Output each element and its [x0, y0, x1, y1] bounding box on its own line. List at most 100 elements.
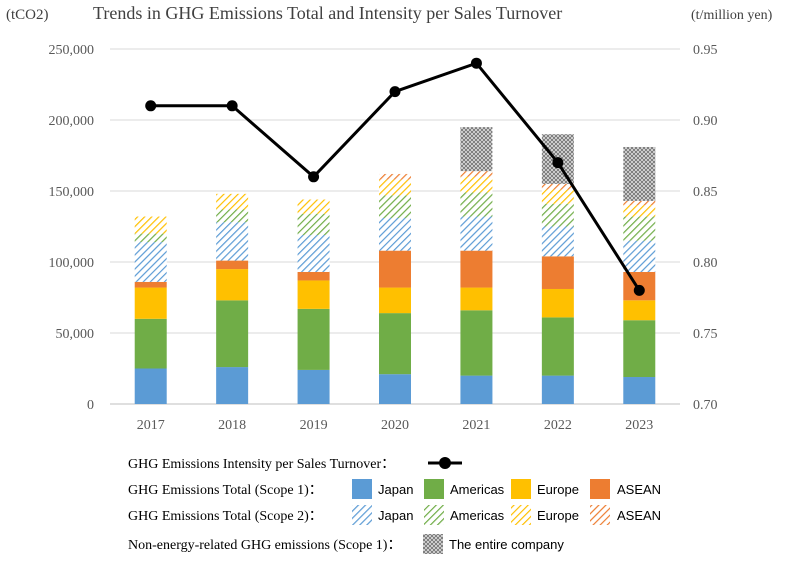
chart-title: Trends in GHG Emissions Total and Intens… — [93, 3, 562, 23]
bar-scope2-americas-2022 — [541, 203, 574, 227]
bar-scope2-japan-2018 — [216, 222, 249, 261]
bar-scope1-americas-2020 — [379, 313, 411, 375]
bar-scope1-japan-2019 — [297, 369, 330, 404]
x-tick-label: 2023 — [625, 418, 653, 433]
legend-item-label: ASEAN — [617, 508, 661, 523]
bar-scope1-europe-2023 — [623, 300, 656, 321]
legend-item-label: Europe — [537, 482, 579, 497]
right-tick-label: 0.70 — [693, 398, 718, 413]
bar-scope2-asean-2021 — [460, 171, 493, 177]
x-tick-label: 2019 — [300, 418, 328, 433]
x-tick-label: 2021 — [462, 418, 490, 433]
bar-scope1-japan-2017 — [134, 368, 167, 404]
legend-swatch-americas — [424, 505, 444, 525]
intensity-point-2021 — [470, 57, 482, 69]
bar-scope2-japan-2023 — [623, 240, 656, 272]
legend-swatch-europe — [511, 479, 531, 499]
bar-scope1-japan-2022 — [541, 375, 574, 404]
legend-item-label: ASEAN — [617, 482, 661, 497]
bar-scope2-europe-2017 — [134, 216, 167, 234]
bar-scope2-asean-2022 — [541, 183, 574, 190]
legend: GHG Emissions Intensity per Sales Turnov… — [128, 457, 661, 554]
bar-scope1-americas-2019 — [297, 308, 330, 370]
x-tick-label: 2020 — [381, 418, 409, 433]
bar-scope2-americas-2023 — [623, 216, 656, 241]
bar-scope1-japan-2023 — [623, 377, 656, 404]
x-tick-label: 2022 — [544, 418, 572, 433]
legend-row-label: GHG Emissions Intensity per Sales Turnov… — [128, 457, 395, 472]
legend-swatch-japan — [352, 505, 372, 525]
left-tick-label: 50,000 — [56, 327, 95, 342]
bar-scope1-japan-2020 — [379, 374, 411, 404]
intensity-point-2017 — [145, 100, 157, 112]
x-axis-ticks: 2017 2018 2019 2020 2021 2022 2023 — [137, 418, 654, 433]
bar-scope1-europe-2020 — [379, 287, 411, 314]
bar-scope2-europe-2023 — [623, 205, 656, 217]
left-tick-label: 150,000 — [49, 185, 95, 200]
bar-scope2-europe-2019 — [297, 199, 330, 214]
bar-scope1-asean-2022 — [541, 256, 574, 289]
left-tick-label: 0 — [87, 398, 94, 413]
legend-item-label: Americas — [450, 508, 505, 523]
bar-scope2-japan-2022 — [541, 226, 574, 257]
bar-scope1-europe-2021 — [460, 287, 493, 311]
legend-line-marker — [439, 457, 451, 469]
bar-scope1-europe-2018 — [216, 269, 249, 301]
bar-scope2-asean-2023 — [623, 200, 656, 206]
bar-scope1-americas-2018 — [216, 300, 249, 368]
bar-scope2-europe-2018 — [216, 193, 249, 210]
legend-item-label: Americas — [450, 482, 505, 497]
intensity-line — [145, 57, 645, 296]
bar-scope1-europe-2017 — [134, 287, 167, 319]
right-tick-label: 0.85 — [693, 185, 718, 200]
stacked-bars — [134, 127, 656, 404]
bar-scope1-asean-2018 — [216, 260, 249, 270]
bar-scope1-europe-2022 — [541, 288, 574, 318]
bar-scope1-japan-2021 — [460, 375, 493, 404]
legend-item-label: Japan — [378, 508, 413, 523]
bar-non_energy-entire-2021 — [460, 127, 493, 172]
legend-item-label: The entire company — [449, 537, 564, 552]
left-axis-ticks: 0 50,000 100,000 150,000 200,000 250,000 — [49, 43, 95, 413]
right-tick-label: 0.75 — [693, 327, 718, 342]
right-axis-unit: (t/million yen) — [691, 8, 773, 23]
legend-swatch-europe — [511, 505, 531, 525]
x-tick-label: 2017 — [137, 418, 165, 433]
right-tick-label: 0.90 — [693, 114, 718, 129]
bar-scope1-asean-2020 — [379, 250, 411, 288]
intensity-point-2020 — [389, 86, 401, 98]
right-axis-ticks: 0.70 0.75 0.80 0.85 0.90 0.95 — [693, 43, 718, 413]
bar-scope1-asean-2017 — [134, 281, 167, 288]
bar-scope1-americas-2017 — [134, 318, 167, 369]
x-tick-label: 2018 — [218, 418, 246, 433]
bar-scope2-americas-2019 — [297, 213, 330, 236]
left-tick-label: 250,000 — [49, 43, 95, 58]
bar-scope2-japan-2020 — [379, 217, 411, 251]
left-axis-unit: (tCO2) — [6, 7, 49, 23]
intensity-point-2023 — [633, 284, 645, 296]
bar-scope2-americas-2017 — [134, 233, 167, 243]
left-tick-label: 100,000 — [49, 256, 95, 271]
bar-scope1-americas-2021 — [460, 310, 493, 376]
bar-scope2-japan-2021 — [460, 216, 493, 251]
bar-scope2-americas-2021 — [460, 192, 493, 217]
bar-scope2-americas-2018 — [216, 209, 249, 223]
bar-scope1-americas-2023 — [623, 320, 656, 378]
bar-scope1-japan-2018 — [216, 367, 249, 404]
bar-scope1-europe-2019 — [297, 280, 330, 309]
bar-scope2-japan-2019 — [297, 235, 330, 272]
bar-scope2-europe-2021 — [460, 176, 493, 193]
left-tick-label: 200,000 — [49, 114, 95, 129]
legend-swatch-americas — [424, 479, 444, 499]
intensity-point-2022 — [552, 157, 564, 169]
bar-scope2-japan-2017 — [134, 242, 167, 282]
legend-row-label: GHG Emissions Total (Scope 1)： — [128, 483, 323, 498]
legend-swatch-asean — [590, 505, 610, 525]
right-tick-label: 0.80 — [693, 256, 718, 271]
legend-item-label: Japan — [378, 482, 413, 497]
intensity-point-2018 — [226, 100, 238, 112]
legend-row-label: Non-energy-related GHG emissions (Scope … — [128, 538, 401, 553]
right-tick-label: 0.95 — [693, 43, 718, 58]
bar-scope2-europe-2020 — [379, 179, 411, 196]
legend-swatch-asean — [590, 479, 610, 499]
